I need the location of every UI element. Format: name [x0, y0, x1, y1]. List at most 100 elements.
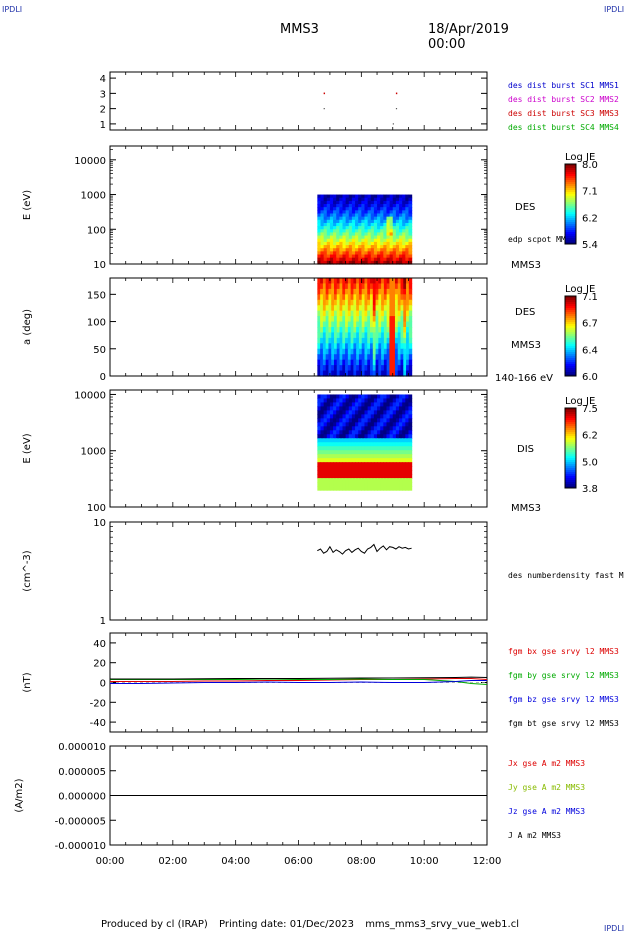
dis-cell [348, 418, 353, 423]
dis-cell [351, 458, 356, 463]
spectrogram-cell [329, 226, 334, 230]
dis-cell [373, 402, 378, 408]
fgm-series-line [110, 676, 488, 680]
spectrogram-cell [345, 213, 350, 218]
spectrogram-cell [317, 238, 322, 243]
pitch-cell [317, 316, 321, 323]
spectrogram-cell [408, 207, 413, 211]
dis-energy-colorbar-swatch [565, 430, 576, 433]
dis-cell [329, 442, 334, 447]
spectrogram-cell [377, 226, 381, 230]
spectrogram-cell [364, 219, 369, 224]
dis-cell [342, 418, 347, 423]
pitch-cell [345, 283, 349, 290]
spectrogram-cell [402, 226, 406, 230]
spectrogram-cell [399, 197, 403, 202]
spectrogram-cell [339, 213, 344, 218]
pitch-cell [397, 354, 402, 361]
pitch-cell [367, 348, 371, 355]
spectrogram-cell [377, 238, 381, 243]
des-pitch-colorbar-tick: 6.7 [582, 319, 598, 330]
dis-cell [329, 406, 334, 411]
dis-cell [392, 426, 397, 431]
dis-energy-colorbar-swatch [565, 454, 576, 457]
dis-cell [367, 482, 372, 487]
spectrogram-cell [373, 213, 378, 218]
dis-cell [317, 446, 322, 451]
pitch-cell [381, 283, 385, 290]
dis-cell [389, 474, 394, 479]
dis-cell [320, 442, 325, 447]
pitch-cell [367, 278, 371, 285]
pitch-cell [336, 354, 341, 361]
spectrogram-cell [339, 226, 344, 230]
pitch-cell [325, 310, 330, 317]
pitch-energy-range: 140-166 eV [495, 373, 553, 384]
spectrogram-cell [364, 245, 369, 249]
spectrogram-cell [351, 222, 356, 227]
pitch-cell [370, 321, 374, 328]
dis-cell [408, 486, 413, 491]
dis-cell [402, 482, 406, 487]
pitch-cell [397, 283, 402, 290]
spectrogram-cell [361, 245, 366, 249]
spectrogram-cell [389, 245, 394, 249]
spectrogram-cell [370, 248, 375, 252]
pitch-cell [347, 310, 352, 317]
spectrogram-cell [395, 232, 400, 237]
spectrogram-cell [402, 260, 406, 265]
pitch-cell [347, 321, 352, 328]
spectrogram-cell [373, 210, 378, 215]
pitch-cell [403, 348, 407, 355]
spectrogram-cell [364, 251, 369, 256]
y-axis-label: E (eV) [22, 433, 33, 463]
des-energy-colorbar-swatch [565, 198, 576, 201]
spectrogram-cell [370, 241, 375, 246]
dis-cell [405, 450, 410, 455]
pitch-cell [392, 370, 396, 377]
dis-cell [380, 414, 384, 419]
y-tick-label: 1000 [81, 447, 106, 458]
dis-cell [323, 426, 328, 431]
spectrogram-cell [351, 226, 356, 230]
dis-cell [361, 394, 366, 400]
des-pitch-colorbar-swatch [565, 338, 576, 341]
dis-energy-colorbar-swatch [565, 422, 576, 425]
spectrogram-cell [358, 248, 362, 252]
pitch-cell [339, 348, 343, 355]
pitch-cell [389, 348, 393, 355]
dis-cell [373, 486, 378, 491]
pitch-cell [347, 348, 352, 355]
pitch-cell [370, 305, 374, 312]
dis-energy-colorbar-swatch [565, 420, 576, 423]
pitch-cell [397, 359, 402, 366]
x-tick-label: 10:00 [410, 856, 439, 867]
spectrogram-cell [342, 226, 347, 230]
pitch-cell [347, 288, 352, 295]
pitch-cell [397, 321, 402, 328]
spectrogram-cell [345, 248, 350, 252]
des-energy-colorbar-swatch [565, 218, 576, 221]
des-energy-colorbar-swatch [565, 192, 576, 195]
dis-cell [389, 398, 394, 404]
spectrogram-cell [389, 235, 394, 240]
dis-cell [329, 422, 334, 427]
spectrogram-cell [402, 238, 406, 243]
pitch-cell [345, 316, 349, 323]
spectrogram-cell [323, 245, 328, 249]
density-legend: des numberdensity fast M [508, 571, 624, 580]
spectrogram-cell [392, 257, 397, 262]
dis-cell [392, 466, 397, 471]
footer-plot-name: mms_mms3_srvy_vue_web1.cl [365, 919, 519, 930]
y-tick-label: 0 [100, 679, 106, 690]
dis-cell [399, 398, 403, 404]
dis-cell [399, 430, 403, 435]
spectrogram-cell [383, 238, 388, 243]
dis-cell [345, 478, 350, 483]
dis-cell [351, 434, 356, 439]
spectrogram-cell [342, 197, 347, 202]
pitch-cell [394, 348, 399, 355]
dis-cell [345, 450, 350, 455]
dis-cell [351, 442, 356, 447]
spectrogram-cell [351, 207, 356, 211]
